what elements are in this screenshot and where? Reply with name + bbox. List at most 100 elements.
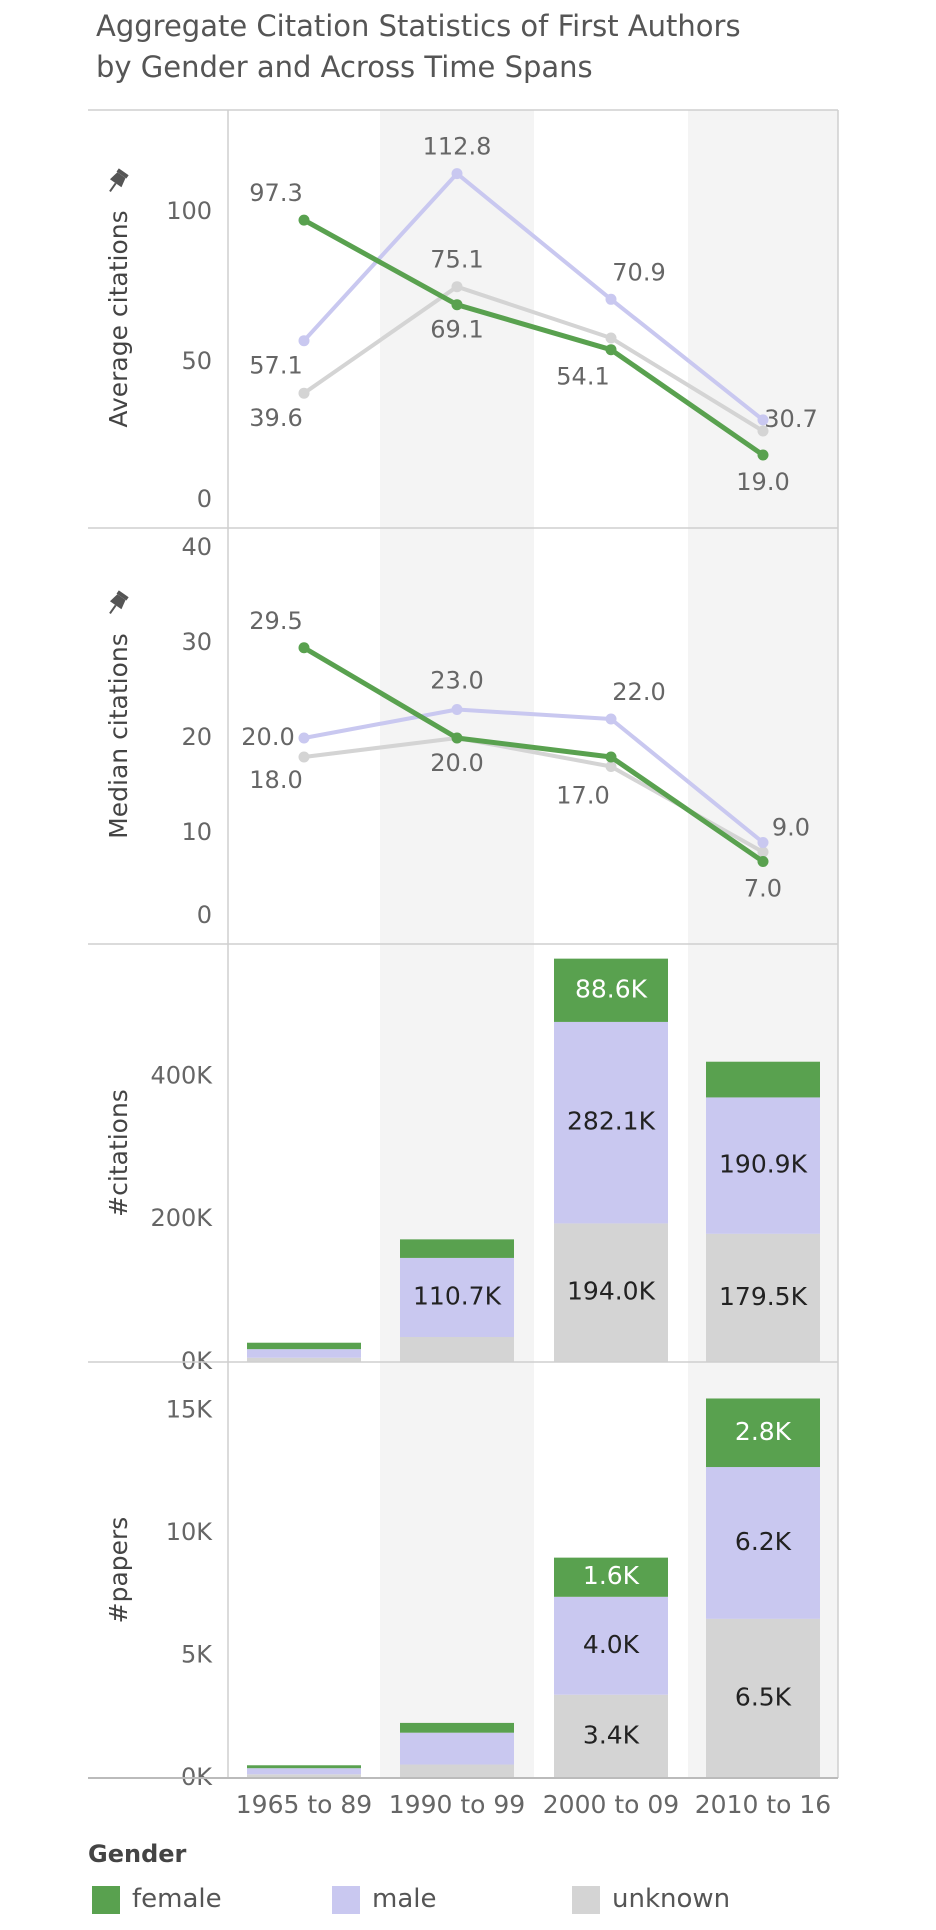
data-label-male: 22.0 xyxy=(612,678,665,706)
bar-segment-female xyxy=(554,1557,668,1597)
bar-segment-female xyxy=(400,1239,514,1258)
data-point-unknown xyxy=(605,761,617,772)
data-label-female: 29.5 xyxy=(249,607,302,635)
y-axis-label: #citations xyxy=(104,1089,133,1217)
bar-segment-unknown xyxy=(706,1618,820,1778)
series-line-female xyxy=(302,645,765,864)
data-point-female xyxy=(451,732,463,744)
bar-segment-female xyxy=(400,1722,514,1733)
pin-icon-body xyxy=(109,594,126,610)
data-label-male: 57.1 xyxy=(249,352,302,380)
x-tick-label: 1965 to 89 xyxy=(236,1790,372,1819)
y-axis-label: Average citations xyxy=(104,210,133,427)
data-label-female: 7.0 xyxy=(744,875,782,903)
data-label-unknown: 18.0 xyxy=(249,766,302,794)
legend-label-unknown: unknown xyxy=(612,1884,731,1914)
data-label-male: 112.8 xyxy=(423,133,492,161)
data-point-unknown xyxy=(757,425,769,437)
column-band-2-panel-4 xyxy=(380,1362,534,1778)
legend-swatch-female xyxy=(92,1886,120,1914)
pin-icon-body xyxy=(109,172,126,188)
pin-icon xyxy=(109,168,129,193)
y-tick-label: 30 xyxy=(181,628,212,656)
chart-title: Aggregate Citation Statistics of First A… xyxy=(96,6,856,88)
y-tick-label: 40 xyxy=(181,533,212,561)
data-point-female xyxy=(757,856,769,867)
bar-label-female: 2.8K xyxy=(735,1417,792,1446)
data-label-male: 30.7 xyxy=(764,405,817,433)
y-tick-label: 5K xyxy=(181,1641,213,1669)
data-label-female: 97.3 xyxy=(249,179,302,207)
bar-label-unknown: 179.5K xyxy=(719,1282,808,1311)
bar-segment-unknown xyxy=(400,1764,514,1778)
data-label-unknown: 75.1 xyxy=(430,246,483,274)
data-label-female: 19.0 xyxy=(736,468,789,496)
data-label-female: 69.1 xyxy=(430,316,483,344)
column-band-4-panel-2 xyxy=(688,528,838,944)
x-tick-label: 1990 to 99 xyxy=(389,1790,525,1819)
data-point-male xyxy=(605,713,617,725)
bar-segment-male xyxy=(247,1349,361,1358)
bar-segment-unknown xyxy=(554,1694,668,1778)
y-tick-label: 400K xyxy=(150,1061,213,1089)
data-point-male xyxy=(757,414,769,426)
bar-segment-male xyxy=(554,1021,668,1224)
y-tick-label: 10 xyxy=(181,818,212,846)
series-line-female xyxy=(302,217,765,458)
bar-label-male: 110.7K xyxy=(413,1281,502,1310)
data-point-male xyxy=(605,293,617,305)
data-point-unknown xyxy=(451,281,463,293)
y-tick-label: 10K xyxy=(166,1518,214,1546)
bar-segment-female xyxy=(554,958,668,1022)
bar-segment-female xyxy=(706,1061,820,1098)
x-tick-label: 2000 to 09 xyxy=(543,1790,679,1819)
y-tick-label: 15K xyxy=(166,1396,214,1424)
data-point-female xyxy=(298,214,310,226)
data-label-unknown: 20.0 xyxy=(430,749,483,777)
data-point-female xyxy=(757,449,769,461)
y-tick-label: 200K xyxy=(150,1204,213,1232)
bar-label-male: 6.2K xyxy=(735,1527,792,1556)
data-point-male xyxy=(451,168,463,180)
data-label-unknown: 39.6 xyxy=(249,404,302,432)
bar-label-female: 88.6K xyxy=(575,974,648,1003)
bar-segment-female xyxy=(706,1398,820,1468)
data-label-male: 9.0 xyxy=(772,814,810,842)
pin-icon-head xyxy=(116,590,129,601)
bar-label-male: 4.0K xyxy=(583,1630,640,1659)
bar-label-unknown: 3.4K xyxy=(583,1720,640,1749)
legend-title: Gender xyxy=(88,1840,187,1868)
bar-segment-female xyxy=(247,1765,361,1769)
legend-label-female: female xyxy=(132,1884,222,1914)
series-line-male xyxy=(302,171,765,422)
data-label-male: 20.0 xyxy=(241,723,294,751)
bar-segment-unknown xyxy=(554,1223,668,1362)
legend-swatch-male xyxy=(332,1886,360,1914)
chart-title-line-1: Aggregate Citation Statistics of First A… xyxy=(96,9,741,43)
series-line-male xyxy=(303,707,765,845)
bar-segment-male xyxy=(706,1467,820,1619)
legend-label-male: male xyxy=(372,1884,437,1914)
y-tick-label: 0 xyxy=(197,485,212,513)
data-label-male: 70.9 xyxy=(612,258,665,286)
column-band-4-panel-1 xyxy=(688,110,838,528)
legend: Gender female male unknown xyxy=(88,1840,848,1920)
series-line-unknown xyxy=(302,284,765,433)
bar-segment-unknown xyxy=(706,1233,820,1362)
data-point-male xyxy=(298,335,310,347)
data-point-female xyxy=(451,299,463,311)
data-point-unknown xyxy=(298,387,310,399)
bar-segment-unknown xyxy=(247,1774,361,1778)
data-point-unknown xyxy=(605,332,617,344)
bar-segment-male xyxy=(400,1732,514,1765)
data-point-female xyxy=(298,642,310,654)
data-point-male xyxy=(298,732,310,744)
data-label-unknown: 17.0 xyxy=(556,782,609,810)
bar-segment-male xyxy=(706,1097,820,1234)
data-point-female xyxy=(605,344,617,356)
pin-icon-head xyxy=(116,168,129,179)
bar-segment-female xyxy=(247,1342,361,1350)
pin-icon-needle xyxy=(109,604,117,615)
bar-segment-male xyxy=(400,1257,514,1337)
